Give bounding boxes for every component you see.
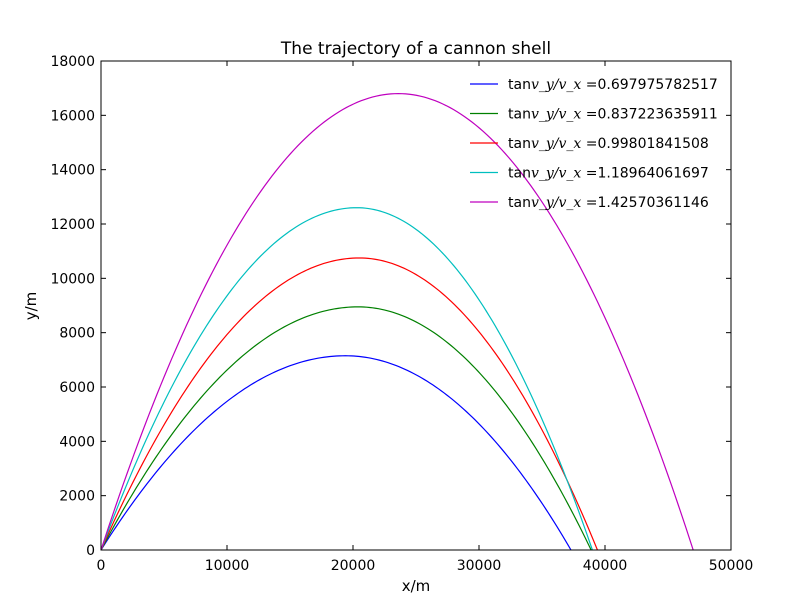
series-lines: [101, 92, 694, 550]
plot-frame: [100, 60, 732, 551]
y-tick-label: 6000: [59, 380, 95, 396]
legend-ratio: v_y/v_x =: [531, 195, 598, 211]
y-tick-label: 0: [86, 543, 95, 559]
x-tick-label: 30000: [457, 558, 502, 574]
x-tick-label: 10000: [205, 558, 250, 574]
series-line-3: [101, 257, 598, 550]
y-tick-label: 14000: [50, 163, 95, 179]
x-axis-ticks: 0 10000 20000 30000 40000 50000: [97, 61, 754, 574]
y-axis-label: y/m: [22, 292, 40, 321]
legend-prefix: tan: [508, 166, 531, 182]
legend-label: tanv_y/v_x =1.42570361146: [508, 195, 709, 211]
legend-ratio: v_y/v_x =: [531, 107, 598, 123]
y-tick-label: 16000: [50, 108, 95, 124]
chart-title: The trajectory of a cannon shell: [280, 39, 551, 59]
series-line-4: [101, 207, 593, 550]
legend-label: tanv_y/v_x =0.697975782517: [508, 77, 718, 93]
series-line-5: [101, 92, 694, 550]
legend-value: 0.697975782517: [597, 77, 717, 93]
x-axis-label: x/m: [402, 577, 431, 595]
legend-value: 1.18964061697: [597, 166, 708, 182]
legend-prefix: tan: [508, 107, 531, 123]
y-tick-label: 10000: [50, 271, 95, 287]
legend-prefix: tan: [508, 195, 531, 211]
legend-prefix: tan: [508, 77, 531, 93]
legend-ratio: v_y/v_x =: [531, 166, 598, 182]
y-tick-label: 18000: [50, 54, 95, 70]
legend-item-5: tanv_y/v_x =1.42570361146: [470, 195, 709, 211]
legend-item-1: tanv_y/v_x =0.697975782517: [470, 77, 718, 93]
legend-label: tanv_y/v_x =1.18964061697: [508, 166, 709, 182]
legend-value: 0.837223635911: [597, 107, 717, 123]
legend-label: tanv_y/v_x =0.99801841508: [508, 136, 709, 152]
y-tick-label: 4000: [59, 434, 95, 450]
legend-item-3: tanv_y/v_x =0.99801841508: [470, 136, 709, 152]
series-line-1: [101, 355, 572, 550]
x-tick-label: 40000: [583, 558, 628, 574]
y-tick-label: 2000: [59, 489, 95, 505]
x-tick-label: 0: [97, 558, 106, 574]
legend-ratio: v_y/v_x =: [531, 77, 598, 93]
legend-ratio: v_y/v_x =: [531, 136, 598, 152]
y-tick-label: 12000: [50, 217, 95, 233]
x-tick-label: 50000: [709, 558, 754, 574]
y-tick-label: 8000: [59, 326, 95, 342]
series-line-2: [101, 306, 592, 550]
legend-label: tanv_y/v_x =0.837223635911: [508, 107, 718, 123]
legend-value: 0.99801841508: [597, 136, 708, 152]
legend-item-2: tanv_y/v_x =0.837223635911: [470, 107, 718, 123]
y-axis-ticks: 0 2000 4000 6000 8000 10000 12000 14000 16000 180…: [50, 54, 731, 559]
legend-value: 1.42570361146: [597, 195, 708, 211]
x-tick-label: 20000: [331, 558, 376, 574]
legend-item-4: tanv_y/v_x =1.18964061697: [470, 166, 709, 182]
legend-prefix: tan: [508, 136, 531, 152]
